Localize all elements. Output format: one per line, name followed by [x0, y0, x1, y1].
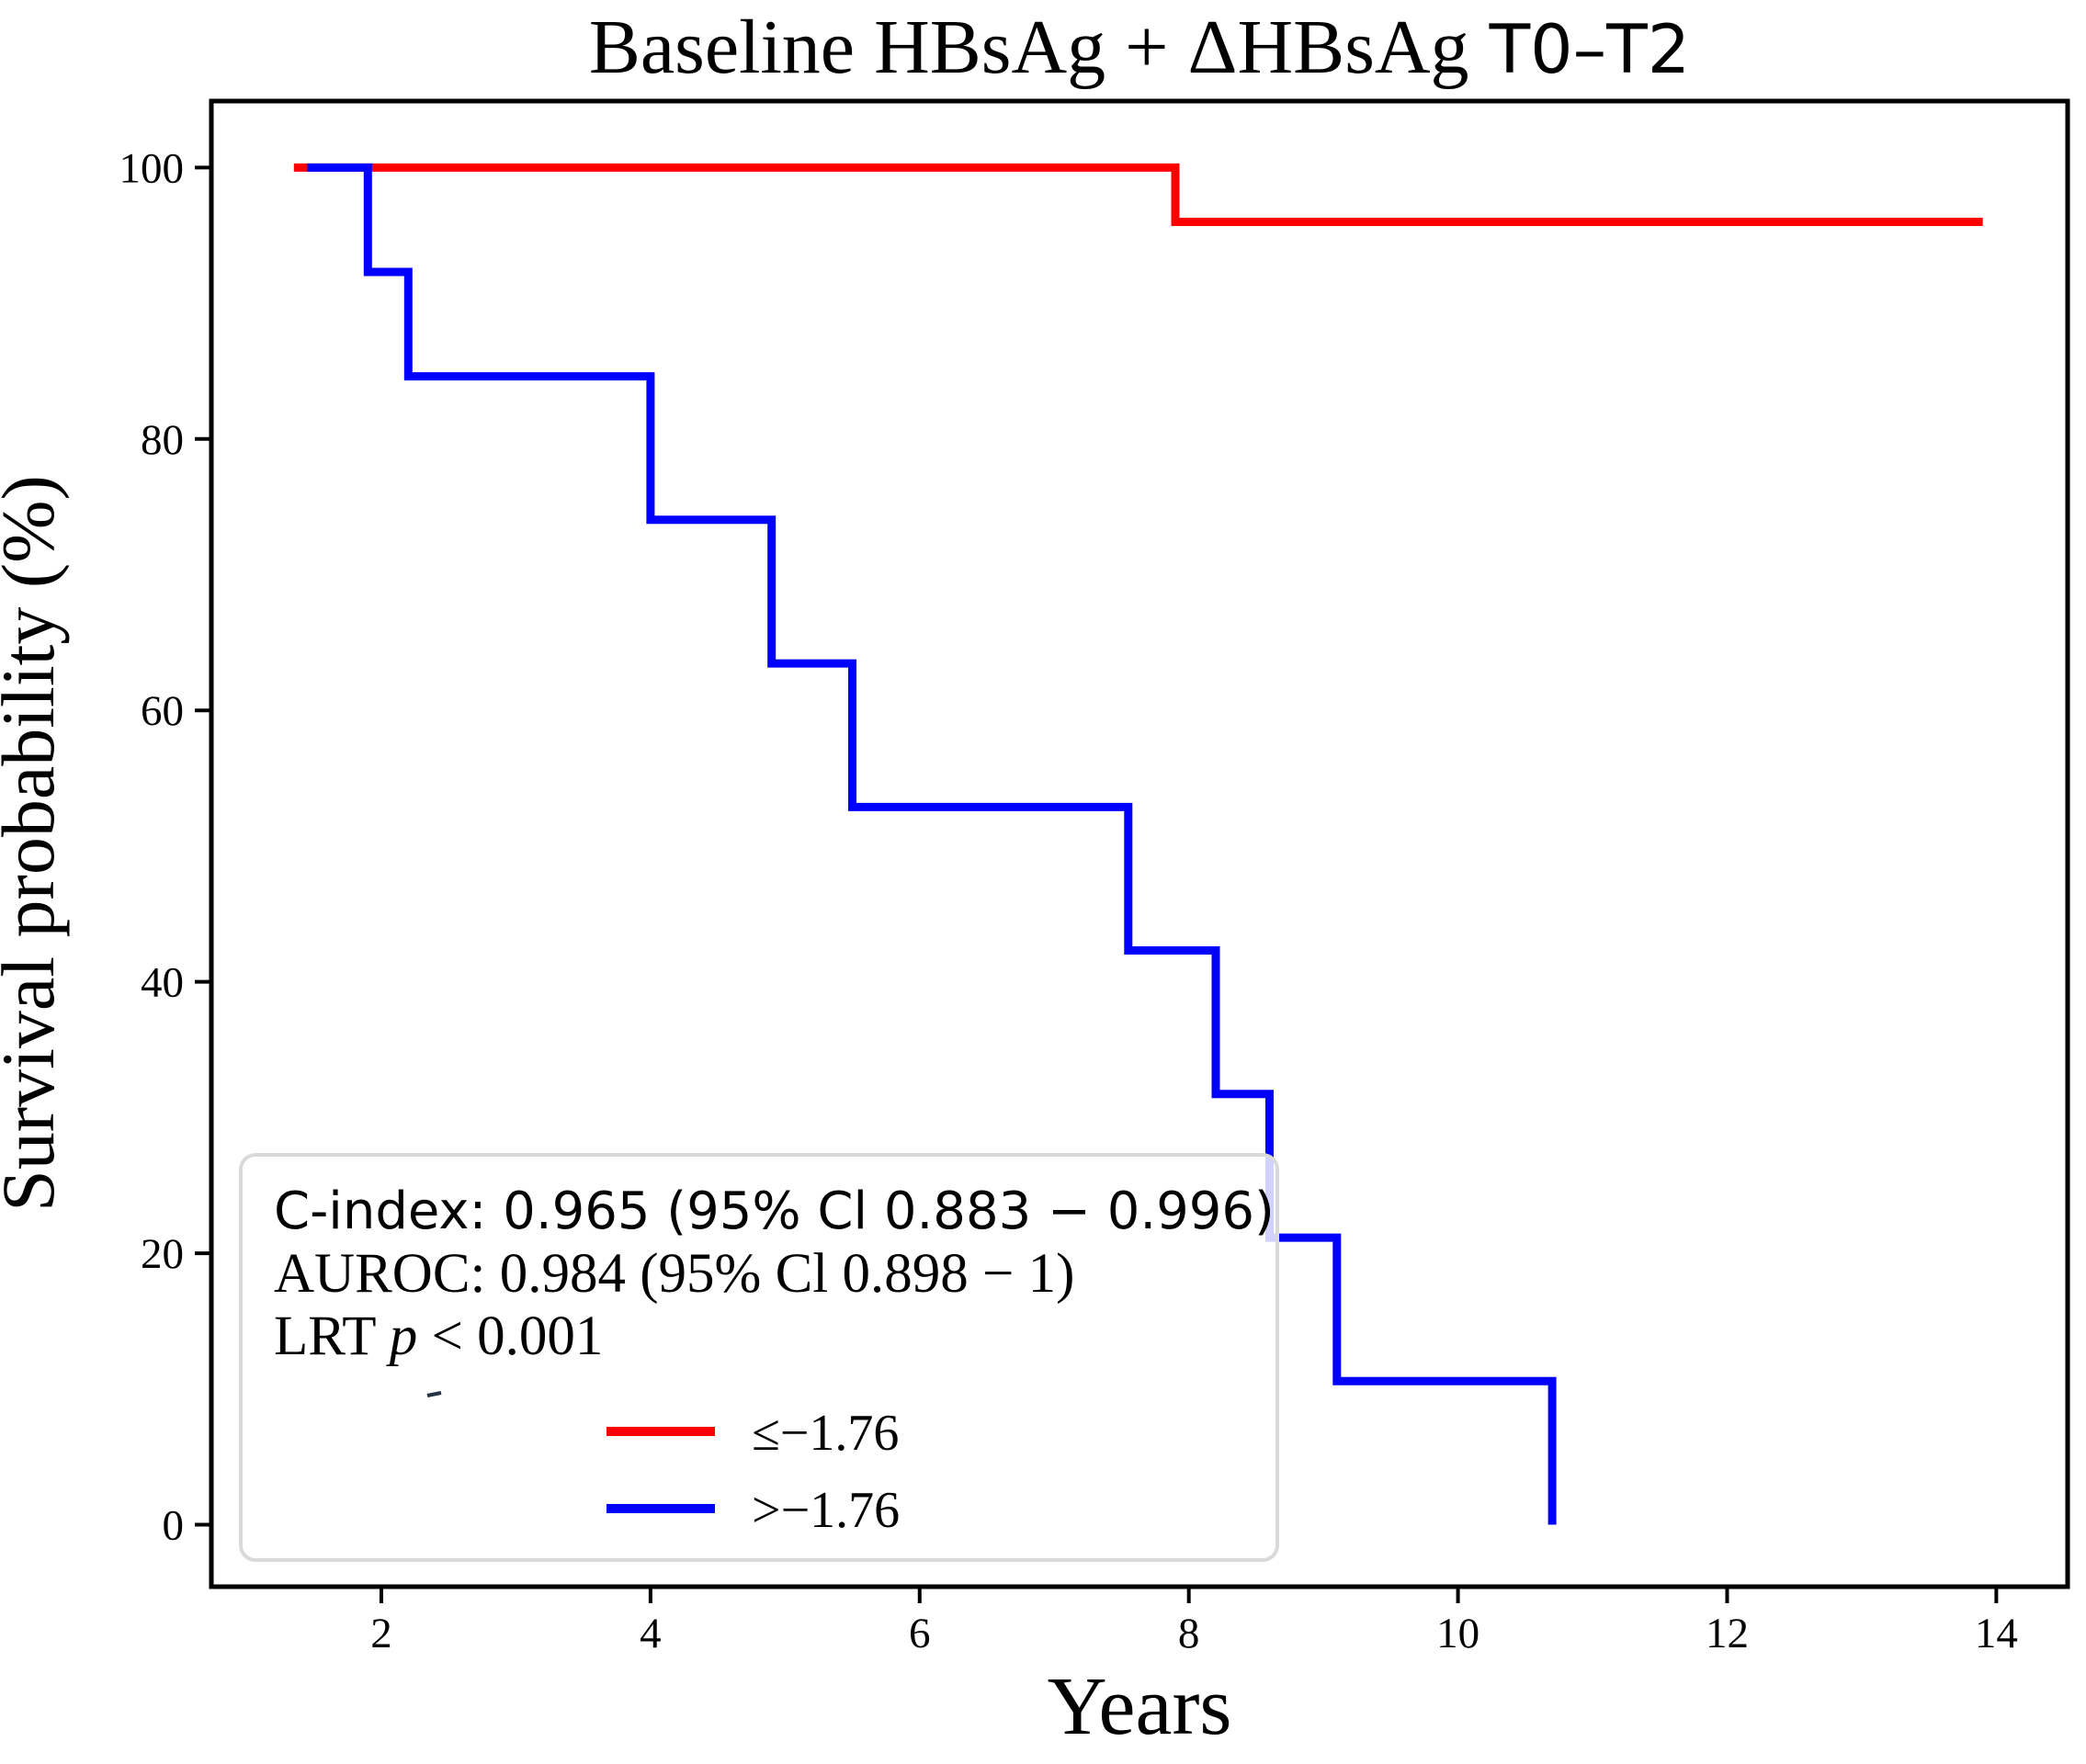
- stat-lrt-p: p: [386, 1306, 418, 1367]
- x-tick-label: 6: [909, 1610, 931, 1657]
- legend: ≤−1.76 >−1.76: [607, 1405, 900, 1539]
- y-tick-label: 100: [119, 144, 185, 192]
- chart-title: Baseline HBsAg + ΔHBsAg T0–T2: [589, 5, 1690, 90]
- y-tick-label: 40: [141, 959, 184, 1007]
- stats-legend-box: [239, 1153, 1279, 1562]
- axis-ticks: 2 4 6 8 10 12 14 0 20 40 60 80 100: [119, 144, 2018, 1657]
- x-tick-label: 4: [640, 1610, 662, 1657]
- stat-c-index: C-index: 0.965 (95% Cl 0.883 − 0.996): [274, 1182, 1275, 1241]
- series-curve-0: [293, 163, 1983, 226]
- x-axis-label: Years: [1048, 1661, 1232, 1752]
- x-tick-label: 12: [1706, 1610, 1749, 1657]
- stat-lrt: LRT p < 0.001: [274, 1306, 603, 1367]
- stat-auroc: AUROC: 0.984 (95% Cl 0.898 − 1): [274, 1243, 1074, 1305]
- y-tick-label: 60: [141, 687, 184, 735]
- chart-title-suffix: T0–T2: [1489, 11, 1691, 89]
- stat-lrt-prefix: LRT: [274, 1306, 390, 1367]
- y-axis-label: Survival probability (%): [0, 475, 70, 1212]
- x-tick-label: 14: [1975, 1610, 2018, 1657]
- stat-lrt-value: < 0.001: [417, 1306, 603, 1367]
- legend-label-blue: >−1.76: [752, 1482, 900, 1539]
- chart-title-main: Baseline HBsAg + ΔHBsAg: [589, 5, 1469, 90]
- survival-curves: [293, 163, 1983, 1525]
- stray-mark: [426, 1391, 442, 1397]
- series-curve-1: [307, 163, 1557, 1525]
- y-tick-label: 20: [141, 1230, 184, 1278]
- y-tick-label: 0: [163, 1501, 185, 1549]
- plot-border: [209, 98, 2070, 1589]
- legend-label-red: ≤−1.76: [752, 1405, 899, 1462]
- x-tick-label: 2: [370, 1610, 392, 1657]
- x-tick-label: 10: [1436, 1610, 1479, 1657]
- y-tick-label: 80: [141, 416, 184, 464]
- x-tick-label: 8: [1178, 1610, 1200, 1657]
